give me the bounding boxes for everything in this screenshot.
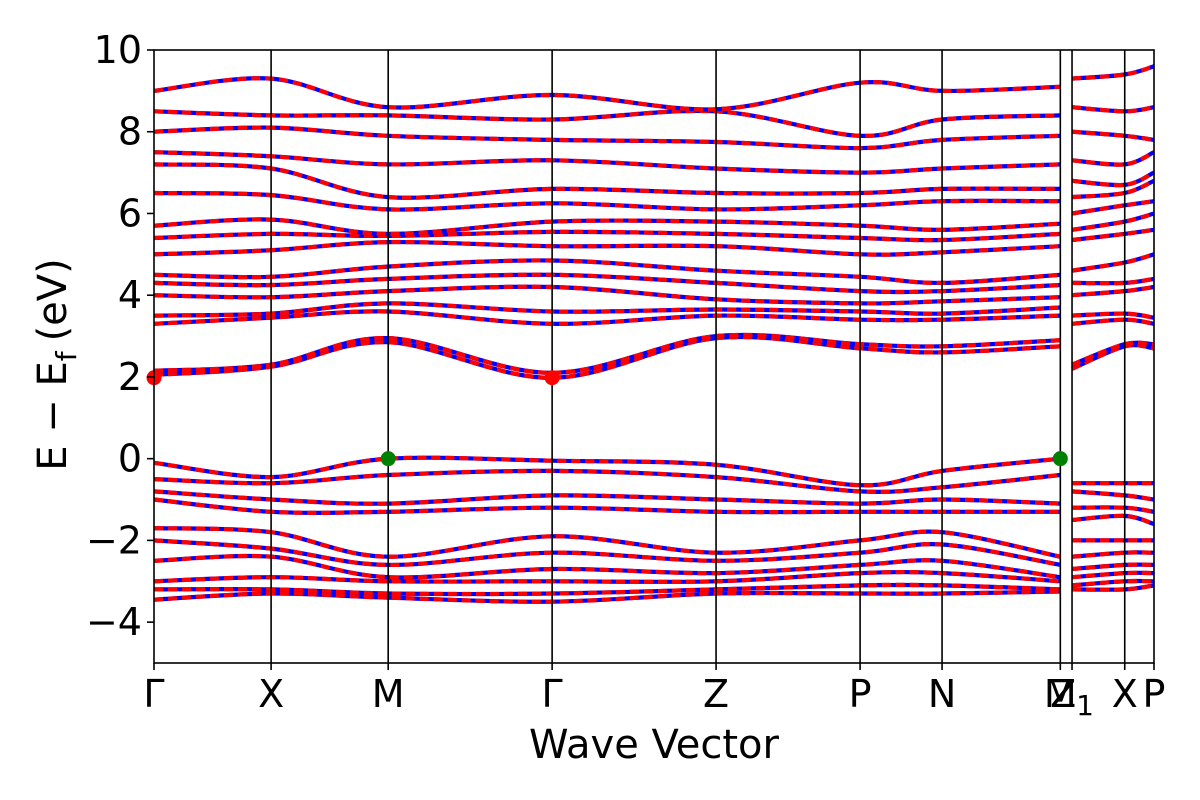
valence-band-5-spin-up-1 [1071, 550, 1155, 559]
conduction-band-13-spin-down-0 [153, 125, 1061, 151]
valence-band-4-spin-up-0 [153, 526, 1061, 559]
conduction-band-14-spin-up-1 [1071, 105, 1155, 114]
valence-band-5-spin-up-0 [153, 538, 1061, 568]
conduction-band-7-spin-up-1 [1071, 227, 1155, 243]
conduction-band-2-spin-up-0 [153, 309, 1061, 326]
conduction-band-6-spin-up-0 [153, 258, 1061, 286]
valence-band-7-spin-up-1 [1071, 570, 1155, 580]
x-tick-label-7: M [1044, 672, 1077, 716]
x-tick-label-4: Z [703, 672, 729, 716]
conduction-band-12-spin-up-1 [1071, 150, 1155, 167]
conduction-band-11-spin-up-1 [1071, 170, 1155, 188]
x-tick-label-3: Γ [542, 672, 563, 716]
x-tick-label-0: Γ [143, 672, 164, 716]
valence-band-8-spin-up-1 [1071, 578, 1155, 588]
y-axis-ticks: −4 −2 0 2 4 6 8 10 [86, 28, 154, 644]
conduction-band-15-spin-down-1 [1071, 64, 1155, 81]
conduction-band-5-spin-up-1 [1071, 276, 1155, 286]
conduction-band-1-spin-up-0 [153, 332, 1061, 375]
valence-band-6-spin-up-0 [153, 553, 1061, 580]
valence-band-2-spin-up-0 [153, 489, 1061, 506]
y-tick-label-0: −4 [86, 600, 142, 644]
conduction-band-12-spin-up-0 [153, 150, 1061, 175]
conduction-band-10-spin-up-1 [1071, 178, 1155, 200]
conduction-band-3-spin-up-0 [153, 301, 1061, 318]
y-tick-label-3: 2 [118, 355, 142, 399]
x-tick-label-1: X [258, 672, 284, 716]
valence-band-1-spin-up-0 [153, 468, 1061, 494]
conduction-band-4-spin-up-0 [153, 284, 1061, 306]
conduction-band-11-spin-up-0 [153, 162, 1061, 200]
conduction-band-8-spin-up-0 [153, 229, 1061, 243]
valence-band-3-spin-up-0 [153, 497, 1061, 515]
valence-band-5-spin-down-1 [1071, 550, 1155, 559]
conduction-band-13-spin-up-1 [1071, 129, 1155, 142]
conduction-band-4-spin-up-1 [1071, 284, 1155, 298]
x-tick-label-8: Z1 [1050, 672, 1094, 722]
conduction-band-6-spin-up-1 [1071, 252, 1155, 273]
y-axis-label-sub: f [50, 350, 83, 361]
conduction-band-0-spin-up-0 [153, 334, 1061, 380]
valence-band-9-spin-up-1 [1071, 583, 1155, 592]
valence-band-7-spin-down-1 [1071, 570, 1155, 580]
valence-band-1-spin-up-1 [1071, 489, 1155, 502]
plot-frame [153, 49, 1155, 664]
y-axis-label-unit: (eV) [30, 258, 76, 341]
conduction-band-5-spin-up-0 [153, 272, 1061, 295]
y-tick-label-2: 0 [118, 437, 142, 481]
valence-band-8-spin-down-1 [1071, 578, 1155, 588]
valence-band-7-spin-up-0 [153, 569, 1061, 584]
conduction-band-5-spin-down-1 [1071, 276, 1155, 286]
x-tick-label-10: P [1143, 672, 1166, 716]
cbm-marker-1 [544, 370, 560, 386]
x-tick-label-sub-8: 1 [1076, 689, 1094, 722]
x-tick-label-2: M [372, 672, 405, 716]
conduction-band-0-spin-down-0 [153, 334, 1061, 380]
band-edge-markers [146, 370, 1068, 467]
y-tick-label-6: 8 [118, 110, 142, 154]
bands-layer [153, 64, 1155, 604]
x-tick-label-9: X [1112, 672, 1138, 716]
conduction-band-15-spin-up-1 [1071, 64, 1155, 81]
y-tick-label-7: 10 [94, 28, 142, 72]
valence-band-6-spin-down-1 [1071, 562, 1155, 572]
y-tick-label-1: −2 [86, 518, 142, 562]
conduction-band-3-spin-up-1 [1071, 311, 1155, 320]
conduction-band-15-spin-down-0 [153, 76, 1061, 112]
x-axis-label: Wave Vector [529, 722, 780, 768]
y-axis-label: E − Ef (eV) [30, 258, 83, 471]
conduction-band-10-spin-up-0 [153, 190, 1061, 212]
vbm-marker-1 [1052, 451, 1068, 467]
valence-band-2-spin-up-1 [1071, 505, 1155, 514]
y-tick-label-4: 4 [118, 273, 142, 317]
conduction-band-14-spin-up-0 [153, 108, 1061, 138]
y-axis-label-main: E − E [30, 361, 76, 471]
x-axis-ticks: Γ X M Γ Z P N MZ1 X P [143, 663, 1165, 722]
valence-band-6-spin-up-1 [1071, 562, 1155, 572]
vbm-marker-0 [380, 451, 396, 467]
valence-band-3-spin-up-1 [1071, 513, 1155, 527]
kpoint-lines [270, 50, 1126, 663]
conduction-band-2-spin-up-1 [1071, 317, 1155, 326]
valence-band-8-spin-up-0 [153, 582, 1061, 597]
conduction-band-15-spin-up-0 [153, 76, 1061, 112]
y-tick-label-5: 6 [118, 191, 142, 235]
conduction-band-13-spin-up-0 [153, 125, 1061, 151]
valence-band-9-spin-up-0 [153, 589, 1061, 604]
conduction-band-9-spin-up-1 [1071, 199, 1155, 216]
conduction-band-9-spin-up-0 [153, 217, 1061, 237]
x-tick-label-5: P [849, 672, 872, 716]
conduction-band-7-spin-up-0 [153, 239, 1061, 257]
x-tick-label-6: N [928, 672, 956, 716]
valence-band-0-spin-up-0 [153, 455, 1061, 488]
conduction-band-8-spin-up-1 [1071, 211, 1155, 232]
